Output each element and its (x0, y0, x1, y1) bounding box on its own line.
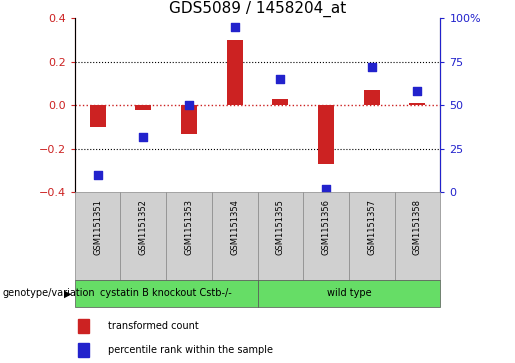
Text: GSM1151355: GSM1151355 (276, 199, 285, 255)
Bar (75, 280, 258, 307)
Text: transformed count: transformed count (108, 321, 198, 331)
Text: genotype/variation: genotype/variation (3, 288, 95, 298)
Bar (409, 103, 425, 105)
Text: GSM1151358: GSM1151358 (413, 199, 422, 255)
Bar (227, 40, 243, 105)
Point (276, 76, 284, 82)
Text: ▶: ▶ (63, 288, 71, 298)
Text: GSM1151351: GSM1151351 (93, 199, 102, 255)
Bar (364, 90, 380, 105)
Bar (303, 192, 349, 280)
Bar (258, 280, 440, 307)
Text: GSM1151356: GSM1151356 (321, 199, 331, 255)
Point (93, 172, 101, 178)
Point (185, 102, 193, 108)
Text: GSM1151354: GSM1151354 (230, 199, 239, 255)
Bar (349, 192, 394, 280)
Bar (90, 105, 106, 127)
Bar (212, 192, 258, 280)
Text: GSM1151352: GSM1151352 (139, 199, 148, 255)
Point (231, 24, 239, 30)
Point (322, 186, 330, 192)
Text: percentile rank within the sample: percentile rank within the sample (108, 345, 272, 355)
Point (368, 64, 376, 70)
Bar (135, 105, 151, 110)
Text: cystatin B knockout Cstb-/-: cystatin B knockout Cstb-/- (100, 288, 232, 298)
Bar (75, 192, 121, 280)
Text: wild type: wild type (327, 288, 371, 298)
Title: GDS5089 / 1458204_at: GDS5089 / 1458204_at (169, 1, 346, 17)
Bar (181, 105, 197, 134)
Point (414, 89, 422, 94)
Bar (258, 192, 303, 280)
Bar (394, 192, 440, 280)
Bar (272, 99, 288, 105)
Bar (78, 343, 89, 357)
Text: GSM1151357: GSM1151357 (367, 199, 376, 255)
Point (139, 134, 147, 139)
Bar (166, 192, 212, 280)
Bar (78, 319, 89, 333)
Bar (121, 192, 166, 280)
Bar (318, 105, 334, 164)
Text: GSM1151353: GSM1151353 (184, 199, 194, 255)
